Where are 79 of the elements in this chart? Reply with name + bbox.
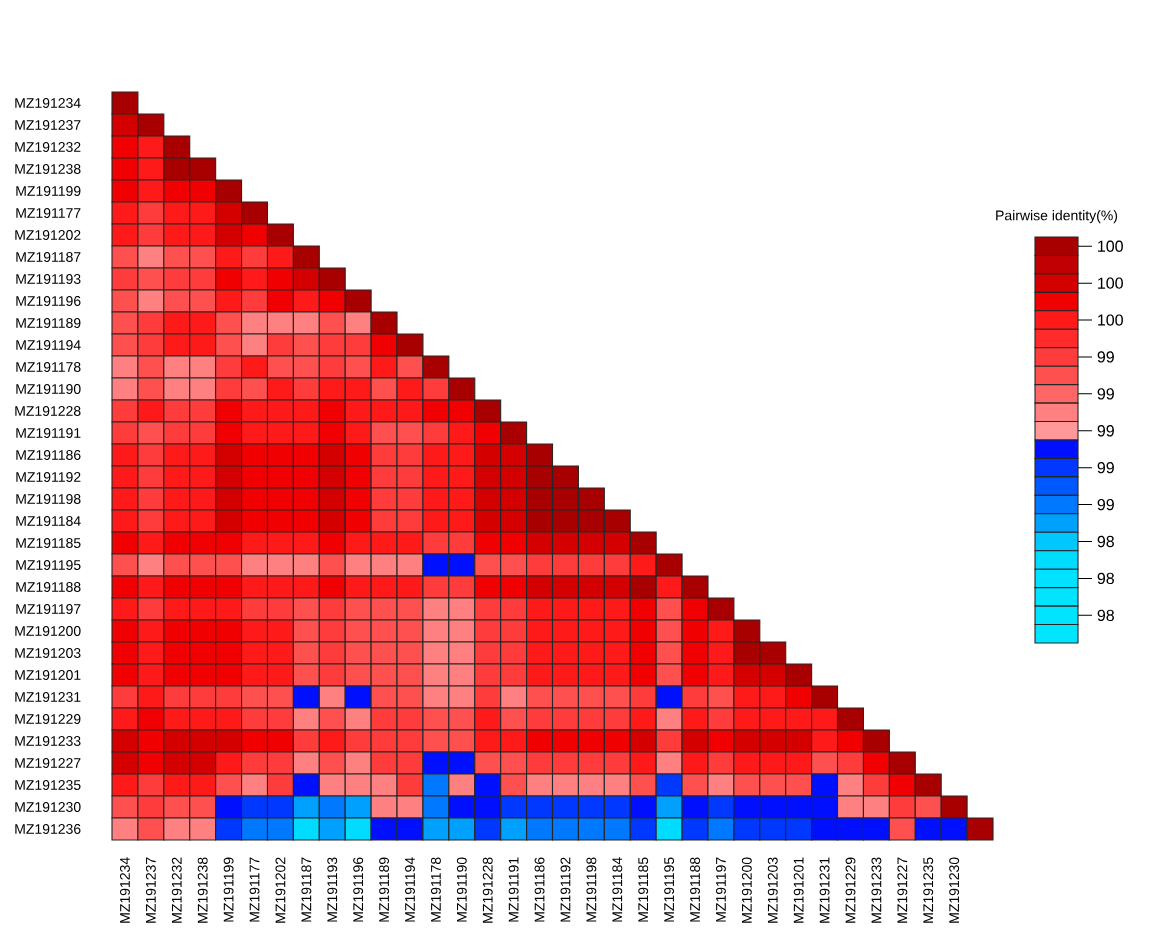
x-tick-label: MZ191190 bbox=[456, 857, 467, 922]
y-tick-label: MZ191202 bbox=[15, 230, 81, 240]
x-tick-label: MZ191227 bbox=[897, 857, 908, 923]
x-tick-label: MZ191237 bbox=[145, 857, 156, 923]
x-tick-label: MZ191187 bbox=[301, 857, 312, 922]
x-tick-label: MZ191235 bbox=[923, 857, 934, 923]
y-tick-label: MZ191235 bbox=[15, 780, 81, 790]
color-bar-label: 99 bbox=[1097, 425, 1114, 437]
y-tick-label: MZ191192 bbox=[16, 472, 81, 482]
y-tick-label: MZ191229 bbox=[15, 714, 81, 724]
x-tick-label: MZ191193 bbox=[327, 857, 338, 922]
x-tick-label: MZ191186 bbox=[534, 857, 545, 922]
y-tick-label: MZ191234 bbox=[15, 98, 81, 108]
x-tick-label: MZ191233 bbox=[871, 857, 882, 923]
y-tick-label: MZ191186 bbox=[16, 450, 81, 460]
x-tick-label: MZ191188 bbox=[690, 857, 700, 922]
x-tick-label: MZ191178 bbox=[430, 857, 441, 922]
x-tick-label: MZ191195 bbox=[664, 857, 675, 922]
x-tick-label: MZ191198 bbox=[586, 857, 597, 922]
y-tick-label: MZ191238 bbox=[15, 164, 81, 174]
y-tick-label: MZ191199 bbox=[16, 186, 81, 196]
color-bar-label: 98 bbox=[1097, 572, 1114, 585]
color-bar-label: 100 bbox=[1098, 240, 1123, 252]
y-tick-label: MZ191227 bbox=[15, 758, 81, 768]
y-tick-label: MZ191203 bbox=[15, 648, 81, 658]
color-bar-label: 100 bbox=[1098, 314, 1123, 326]
x-tick-label: MZ191196 bbox=[353, 857, 364, 922]
y-tick-label: MZ191231 bbox=[15, 692, 81, 702]
y-tick-label: MZ191191 bbox=[16, 428, 81, 438]
y-tick-label: MZ191201 bbox=[15, 670, 81, 680]
y-tick-label: MZ191188 bbox=[16, 582, 81, 592]
color-bar-label: 99 bbox=[1097, 388, 1114, 400]
y-tick-label: MZ191184 bbox=[16, 516, 81, 526]
x-tick-label: MZ191191 bbox=[508, 857, 519, 922]
x-tick-label: MZ191184 bbox=[612, 857, 623, 922]
y-tick-label: MZ191198 bbox=[16, 494, 81, 504]
x-tick-label: MZ191201 bbox=[793, 857, 804, 923]
y-tick-label: MZ191195 bbox=[16, 560, 81, 570]
color-bar-label: 98 bbox=[1097, 609, 1114, 621]
x-tick-label: MZ191229 bbox=[845, 857, 856, 923]
y-tick-label: MZ191187 bbox=[16, 252, 81, 262]
y-tick-label: MZ191190 bbox=[16, 384, 81, 394]
y-tick-label: MZ191197 bbox=[16, 604, 81, 614]
x-tick-label: MZ191192 bbox=[560, 857, 571, 922]
color-bar-label: 99 bbox=[1097, 462, 1114, 474]
color-bar-label: 98 bbox=[1097, 535, 1114, 548]
y-tick-label: MZ191194 bbox=[16, 340, 81, 350]
x-tick-label: MZ191189 bbox=[379, 857, 390, 922]
x-tick-label: MZ191234 bbox=[119, 857, 130, 923]
y-tick-label: MZ191236 bbox=[15, 824, 81, 834]
x-tick-label: MZ191232 bbox=[171, 857, 182, 923]
x-tick-label: MZ191231 bbox=[819, 857, 830, 923]
x-tick-label: MZ191230 bbox=[949, 857, 960, 923]
y-tick-label: MZ191177 bbox=[16, 208, 81, 218]
x-tick-label: MZ191194 bbox=[405, 857, 415, 922]
y-tick-label: MZ191189 bbox=[16, 318, 81, 328]
y-tick-label: MZ191185 bbox=[16, 538, 81, 548]
x-tick-label: MZ191185 bbox=[638, 857, 649, 922]
color-bar-title: Pairwise identity(%) bbox=[996, 210, 1118, 224]
y-tick-label: MZ191233 bbox=[15, 736, 81, 746]
color-bar-label: 99 bbox=[1097, 351, 1114, 363]
color-bar-label: 100 bbox=[1098, 277, 1123, 289]
y-tick-label: MZ191230 bbox=[15, 802, 81, 812]
y-tick-label: MZ191193 bbox=[16, 274, 81, 284]
y-tick-label: MZ191200 bbox=[15, 626, 81, 636]
y-tick-label: MZ191178 bbox=[16, 362, 81, 372]
y-tick-label: MZ191228 bbox=[15, 406, 81, 416]
x-tick-label: MZ191238 bbox=[197, 857, 208, 923]
x-tick-label: MZ191203 bbox=[767, 857, 778, 923]
x-tick-label: MZ191202 bbox=[275, 857, 286, 923]
x-tick-label: MZ191199 bbox=[223, 857, 234, 922]
x-tick-label: MZ191197 bbox=[715, 857, 726, 922]
color-bar-label: 99 bbox=[1097, 498, 1114, 511]
y-tick-label: MZ191232 bbox=[15, 142, 81, 152]
y-tick-label: MZ191237 bbox=[15, 120, 81, 130]
x-tick-label: MZ191200 bbox=[741, 857, 752, 923]
x-tick-label: MZ191177 bbox=[249, 857, 260, 922]
x-tick-label: MZ191228 bbox=[482, 857, 493, 923]
y-tick-label: MZ191196 bbox=[16, 296, 81, 306]
